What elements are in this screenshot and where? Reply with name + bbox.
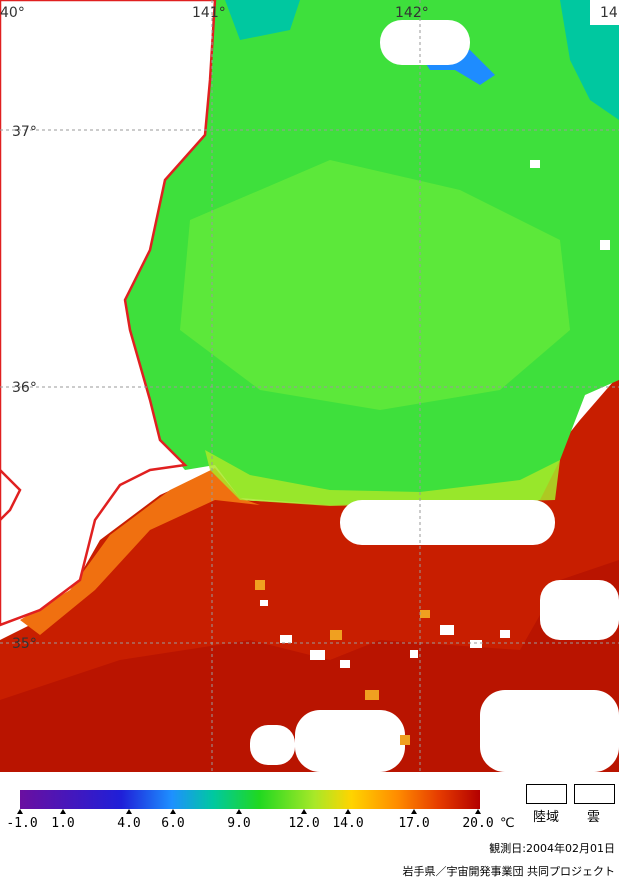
- lon-label: 40°: [0, 5, 25, 21]
- colorbar-tick-label: 6.0: [161, 816, 185, 831]
- colorbar-tick: [345, 809, 351, 814]
- cloud-patches: [250, 0, 619, 772]
- land-legend-label: 陸域: [533, 810, 560, 825]
- land-peninsula: [0, 468, 22, 522]
- hot-core-region: [0, 560, 619, 772]
- colorbar-tick-label: 17.0: [398, 816, 430, 831]
- temperature-colorbar: [20, 790, 480, 809]
- colorbar-tick-label: 14.0: [332, 816, 364, 831]
- cold-spot: [560, 0, 619, 120]
- lon-label: 141°: [192, 5, 226, 21]
- colorbar-unit: ℃: [500, 816, 515, 831]
- colorbar-tick: [17, 809, 23, 814]
- green-yellow-front: [205, 450, 560, 506]
- cloud-legend-label: 雲: [587, 810, 601, 825]
- lon-label: 14: [600, 5, 618, 21]
- sea-surface-temperature-map: 40° 141° 142° 14 37° 36° 35°: [0, 0, 619, 772]
- warm-speckles: [255, 580, 430, 745]
- colorbar-tick: [411, 809, 417, 814]
- cool-patch: [180, 160, 570, 410]
- lon-label: 142°: [395, 5, 429, 21]
- observation-date: 観測日:2004年02月01日: [489, 842, 615, 855]
- cloud-legend-swatch: [574, 784, 615, 804]
- colorbar-tick: [301, 809, 307, 814]
- credit-line: 岩手県／宇宙開発事業団 共同プロジェクト: [402, 865, 616, 878]
- colorbar-tick-label: 20.0: [462, 816, 494, 831]
- colorbar-tick-label: 12.0: [288, 816, 320, 831]
- colorbar-tick: [236, 809, 242, 814]
- colorbar-tick: [170, 809, 176, 814]
- colorbar-tick-label: 4.0: [117, 816, 141, 831]
- lat-label: 35°: [12, 636, 37, 652]
- colorbar-tick: [475, 809, 481, 814]
- colorbar-tick-label: 9.0: [227, 816, 251, 831]
- graticule: [0, 0, 619, 772]
- colorbar-tick: [60, 809, 66, 814]
- colorbar-tick: [126, 809, 132, 814]
- cloud-speckles: [260, 160, 610, 668]
- colorbar-tick-label: 1.0: [51, 816, 75, 831]
- colorbar-tick-label: -1.0: [6, 816, 38, 831]
- lat-label: 36°: [12, 380, 37, 396]
- land-legend-swatch: [526, 784, 567, 804]
- cold-spot: [225, 0, 300, 40]
- transition-band: [20, 468, 260, 635]
- lat-label: 37°: [12, 124, 37, 140]
- land-honshu: [0, 0, 217, 627]
